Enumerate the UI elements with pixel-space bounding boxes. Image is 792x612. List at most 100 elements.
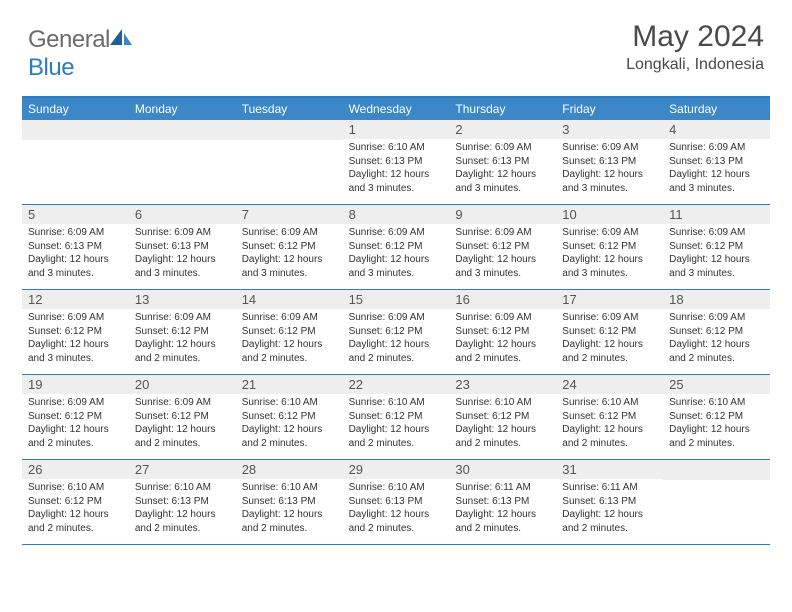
calendar-day-cell: 18Sunrise: 6:09 AMSunset: 6:12 PMDayligh… (663, 290, 770, 374)
sunrise-text: Sunrise: 6:09 AM (242, 311, 337, 325)
sunset-text: Sunset: 6:12 PM (349, 410, 444, 424)
day-details: Sunrise: 6:10 AMSunset: 6:12 PMDaylight:… (663, 394, 770, 454)
day-number: 18 (663, 290, 770, 309)
day-details: Sunrise: 6:09 AMSunset: 6:12 PMDaylight:… (22, 394, 129, 454)
day-details: Sunrise: 6:09 AMSunset: 6:12 PMDaylight:… (343, 224, 450, 284)
sunrise-text: Sunrise: 6:10 AM (242, 481, 337, 495)
calendar-day-cell: 31Sunrise: 6:11 AMSunset: 6:13 PMDayligh… (556, 460, 663, 544)
sunrise-text: Sunrise: 6:09 AM (349, 226, 444, 240)
day-number: 4 (663, 120, 770, 139)
calendar-day-cell: 4Sunrise: 6:09 AMSunset: 6:13 PMDaylight… (663, 120, 770, 204)
calendar-day-cell: 22Sunrise: 6:10 AMSunset: 6:12 PMDayligh… (343, 375, 450, 459)
sunset-text: Sunset: 6:12 PM (669, 240, 764, 254)
brand-word2: Blue (28, 54, 74, 81)
calendar-day-cell: 29Sunrise: 6:10 AMSunset: 6:13 PMDayligh… (343, 460, 450, 544)
calendar-day-cell: 14Sunrise: 6:09 AMSunset: 6:12 PMDayligh… (236, 290, 343, 374)
sunrise-text: Sunrise: 6:09 AM (135, 311, 230, 325)
daylight-text: Daylight: 12 hours and 2 minutes. (349, 338, 444, 365)
sunset-text: Sunset: 6:13 PM (349, 495, 444, 509)
day-number: 30 (449, 460, 556, 479)
sunrise-text: Sunrise: 6:09 AM (455, 311, 550, 325)
day-details: Sunrise: 6:09 AMSunset: 6:13 PMDaylight:… (663, 139, 770, 199)
sunrise-text: Sunrise: 6:09 AM (669, 311, 764, 325)
day-number: 31 (556, 460, 663, 479)
day-number: 9 (449, 205, 556, 224)
daylight-text: Daylight: 12 hours and 3 minutes. (455, 168, 550, 195)
daylight-text: Daylight: 12 hours and 2 minutes. (135, 423, 230, 450)
calendar-day-cell: 5Sunrise: 6:09 AMSunset: 6:13 PMDaylight… (22, 205, 129, 289)
day-number: 12 (22, 290, 129, 309)
day-details: Sunrise: 6:10 AMSunset: 6:12 PMDaylight:… (449, 394, 556, 454)
sunset-text: Sunset: 6:12 PM (562, 410, 657, 424)
daylight-text: Daylight: 12 hours and 3 minutes. (28, 253, 123, 280)
sunset-text: Sunset: 6:13 PM (455, 155, 550, 169)
calendar-day-cell: 9Sunrise: 6:09 AMSunset: 6:12 PMDaylight… (449, 205, 556, 289)
daylight-text: Daylight: 12 hours and 2 minutes. (135, 508, 230, 535)
day-number: 19 (22, 375, 129, 394)
day-details: Sunrise: 6:09 AMSunset: 6:12 PMDaylight:… (129, 309, 236, 369)
day-details: Sunrise: 6:11 AMSunset: 6:13 PMDaylight:… (556, 479, 663, 539)
sunrise-text: Sunrise: 6:09 AM (455, 226, 550, 240)
calendar-day-cell: 19Sunrise: 6:09 AMSunset: 6:12 PMDayligh… (22, 375, 129, 459)
daylight-text: Daylight: 12 hours and 2 minutes. (349, 423, 444, 450)
sunset-text: Sunset: 6:12 PM (242, 325, 337, 339)
day-details: Sunrise: 6:09 AMSunset: 6:13 PMDaylight:… (129, 224, 236, 284)
weekday-header: Monday (129, 98, 236, 120)
daylight-text: Daylight: 12 hours and 2 minutes. (455, 508, 550, 535)
title-block: May 2024 Longkali, Indonesia (626, 20, 764, 74)
sunrise-text: Sunrise: 6:09 AM (242, 226, 337, 240)
daylight-text: Daylight: 12 hours and 3 minutes. (669, 253, 764, 280)
day-details: Sunrise: 6:09 AMSunset: 6:12 PMDaylight:… (449, 309, 556, 369)
sunset-text: Sunset: 6:12 PM (455, 410, 550, 424)
day-number: 13 (129, 290, 236, 309)
day-details: Sunrise: 6:09 AMSunset: 6:13 PMDaylight:… (22, 224, 129, 284)
day-details: Sunrise: 6:09 AMSunset: 6:12 PMDaylight:… (449, 224, 556, 284)
sunset-text: Sunset: 6:12 PM (28, 495, 123, 509)
weekday-header: Tuesday (236, 98, 343, 120)
sunrise-text: Sunrise: 6:09 AM (562, 141, 657, 155)
day-number: 6 (129, 205, 236, 224)
daylight-text: Daylight: 12 hours and 2 minutes. (562, 338, 657, 365)
sunset-text: Sunset: 6:12 PM (669, 410, 764, 424)
daylight-text: Daylight: 12 hours and 3 minutes. (242, 253, 337, 280)
calendar-day-cell: 16Sunrise: 6:09 AMSunset: 6:12 PMDayligh… (449, 290, 556, 374)
calendar-day-cell: 12Sunrise: 6:09 AMSunset: 6:12 PMDayligh… (22, 290, 129, 374)
day-number: 20 (129, 375, 236, 394)
calendar-day-cell: 2Sunrise: 6:09 AMSunset: 6:13 PMDaylight… (449, 120, 556, 204)
day-number: 16 (449, 290, 556, 309)
calendar-day-cell: 30Sunrise: 6:11 AMSunset: 6:13 PMDayligh… (449, 460, 556, 544)
sunrise-text: Sunrise: 6:09 AM (28, 311, 123, 325)
sunset-text: Sunset: 6:13 PM (562, 495, 657, 509)
daylight-text: Daylight: 12 hours and 2 minutes. (562, 508, 657, 535)
sunset-text: Sunset: 6:12 PM (242, 240, 337, 254)
calendar-day-cell: 7Sunrise: 6:09 AMSunset: 6:12 PMDaylight… (236, 205, 343, 289)
calendar-day-cell: 1Sunrise: 6:10 AMSunset: 6:13 PMDaylight… (343, 120, 450, 204)
day-number: 23 (449, 375, 556, 394)
day-details: Sunrise: 6:10 AMSunset: 6:12 PMDaylight:… (236, 394, 343, 454)
location-label: Longkali, Indonesia (626, 56, 764, 74)
sunrise-text: Sunrise: 6:09 AM (562, 311, 657, 325)
day-details: Sunrise: 6:09 AMSunset: 6:12 PMDaylight:… (236, 309, 343, 369)
day-details: Sunrise: 6:09 AMSunset: 6:13 PMDaylight:… (449, 139, 556, 199)
day-details: Sunrise: 6:10 AMSunset: 6:12 PMDaylight:… (343, 394, 450, 454)
sunset-text: Sunset: 6:12 PM (135, 410, 230, 424)
day-details: Sunrise: 6:10 AMSunset: 6:13 PMDaylight:… (343, 139, 450, 199)
sunrise-text: Sunrise: 6:11 AM (562, 481, 657, 495)
sunset-text: Sunset: 6:12 PM (455, 240, 550, 254)
sunrise-text: Sunrise: 6:09 AM (28, 226, 123, 240)
day-details: Sunrise: 6:09 AMSunset: 6:12 PMDaylight:… (556, 224, 663, 284)
sunset-text: Sunset: 6:12 PM (28, 325, 123, 339)
sunset-text: Sunset: 6:13 PM (349, 155, 444, 169)
daylight-text: Daylight: 12 hours and 2 minutes. (242, 338, 337, 365)
weekday-header: Friday (556, 98, 663, 120)
day-number: 22 (343, 375, 450, 394)
calendar-week-row: 19Sunrise: 6:09 AMSunset: 6:12 PMDayligh… (22, 375, 770, 460)
daylight-text: Daylight: 12 hours and 3 minutes. (349, 168, 444, 195)
day-number: 24 (556, 375, 663, 394)
calendar-day-cell (22, 120, 129, 204)
sunrise-text: Sunrise: 6:10 AM (349, 481, 444, 495)
day-number: 11 (663, 205, 770, 224)
day-number: 10 (556, 205, 663, 224)
month-title: May 2024 (626, 20, 764, 54)
day-details: Sunrise: 6:09 AMSunset: 6:12 PMDaylight:… (663, 224, 770, 284)
